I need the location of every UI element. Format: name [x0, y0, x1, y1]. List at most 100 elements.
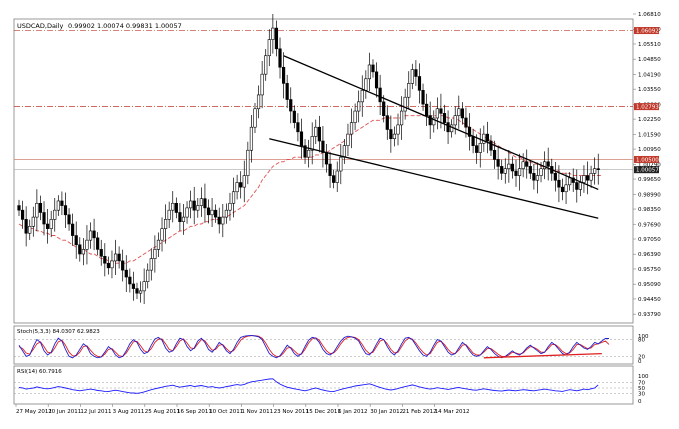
time-tick-label: 27 May 2011 [16, 409, 52, 415]
candle-body [485, 133, 490, 142]
candle-body [460, 108, 464, 119]
candle-body [163, 219, 168, 229]
rsi-header: RSI(14) 60.7916 [17, 369, 62, 375]
candle-body [156, 239, 161, 250]
candle-body [414, 69, 418, 77]
stochastic-panel-frame [13, 325, 634, 365]
trendline [269, 138, 599, 219]
time-tick-label: 15 Dec 2011 [306, 409, 341, 415]
candle-body [60, 200, 64, 206]
time-tick-label: 21 Feb 2012 [402, 409, 436, 415]
candle-body [131, 283, 136, 289]
candle-body [514, 170, 518, 176]
price-level-badge-label: 1.00500 [636, 157, 659, 163]
candle-body [467, 126, 472, 137]
candle-body [63, 205, 68, 216]
candle-body [281, 66, 286, 84]
candle-body [396, 124, 400, 135]
candle-body [357, 101, 361, 112]
candle-body [203, 198, 207, 209]
candle-body [278, 48, 282, 68]
oscillator-line [18, 378, 599, 394]
candle-body [199, 198, 203, 206]
price-level-badge-label: 1.06092 [636, 29, 659, 35]
candle-body [153, 249, 157, 259]
candle-body [189, 200, 193, 209]
candle-body [389, 129, 393, 140]
candle-body [446, 122, 450, 133]
candle-body [543, 161, 547, 169]
candle-body [31, 216, 35, 227]
candle-body [528, 166, 532, 174]
candle-body [335, 170, 339, 183]
price-panel: 1.068101.061501.055101.048501.041901.035… [14, 12, 661, 318]
candle-body [135, 288, 139, 294]
candle-body [296, 122, 300, 133]
candle-body [53, 209, 57, 220]
candle-body [342, 145, 346, 158]
candle-body [206, 207, 211, 216]
candle-body [560, 186, 565, 193]
candle-body [403, 96, 407, 112]
candle-body [256, 94, 261, 110]
oscillator-level-label: 70 [638, 380, 645, 386]
time-tick-label: 16 Sep 2011 [177, 409, 212, 415]
candle-body [178, 212, 182, 223]
candle-body [28, 226, 32, 234]
oscillator-level-label: 30 [638, 392, 645, 398]
candle-body [264, 55, 268, 75]
candle-body [221, 216, 225, 225]
candle-body [328, 163, 332, 176]
candle-body [367, 64, 372, 80]
candle-body [321, 140, 325, 153]
candle-body [439, 108, 443, 114]
price-tick-label: 0.97050 [638, 237, 661, 243]
candle-body [324, 152, 329, 165]
price-tick-label: 1.00290 [638, 162, 661, 168]
price-tick-label: 1.00950 [638, 147, 661, 153]
candle-body [557, 179, 561, 188]
candle-body [371, 64, 375, 73]
candle-body [42, 212, 46, 225]
candle-body [500, 166, 504, 174]
time-tick-label: 20 Jun 2011 [48, 409, 81, 415]
candle-body [346, 133, 350, 146]
time-tick-label: 6 Jan 2012 [338, 409, 367, 415]
candle-body [410, 69, 414, 84]
candle-body [192, 200, 196, 211]
candle-body [56, 200, 60, 211]
price-panel-frame [13, 18, 634, 324]
candle-body [78, 244, 82, 255]
candle-body [317, 126, 321, 142]
candle-body [196, 205, 200, 211]
price-level-badge [634, 103, 659, 111]
candle-body [589, 173, 593, 181]
trendline [283, 55, 599, 191]
candle-body [585, 175, 590, 181]
candle-body [171, 202, 175, 211]
candle-body [378, 87, 382, 103]
price-tick-label: 1.03550 [638, 87, 661, 93]
candle-body [289, 99, 293, 112]
candle-body [71, 223, 75, 236]
candle-body [385, 115, 389, 130]
candle-body [507, 163, 511, 169]
candle-body [110, 260, 114, 269]
oscillator-top-label: 100 [638, 374, 649, 380]
candle-body [239, 182, 243, 188]
candle-body [382, 101, 386, 116]
candle-body [160, 228, 164, 241]
candle-body [399, 110, 404, 126]
candle-body [181, 216, 186, 223]
stochastic-divergence-line [483, 352, 602, 359]
candle-body [274, 27, 279, 50]
candle-body [596, 168, 600, 170]
candle-body [81, 249, 85, 255]
candle-body [442, 113, 447, 123]
candle-body [99, 249, 103, 257]
price-tick-label: 0.93790 [638, 312, 661, 318]
candle-body [49, 219, 53, 229]
candle-body [525, 161, 529, 167]
